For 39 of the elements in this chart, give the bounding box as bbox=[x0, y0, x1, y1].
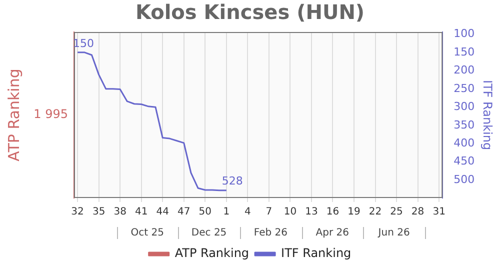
legend-label: ITF Ranking bbox=[281, 246, 352, 260]
y2-tick-label: 300 bbox=[454, 100, 475, 114]
y2-tick-label: 200 bbox=[454, 64, 475, 77]
y-axis-title: ATP Ranking bbox=[4, 68, 23, 162]
x-tick-label: 7 bbox=[266, 206, 272, 218]
x-tick-label: 4 bbox=[244, 206, 251, 218]
y2-tick-label: 100 bbox=[454, 27, 475, 40]
legend-label: ATP Ranking bbox=[174, 246, 250, 260]
y2-tick-label: 400 bbox=[454, 136, 475, 150]
y2-axis-title: ITF Ranking bbox=[480, 80, 495, 150]
y2-tick-label: 450 bbox=[454, 154, 475, 168]
x-tick-label: 32 bbox=[71, 206, 84, 218]
text: Feb 26 bbox=[254, 228, 288, 239]
x-tick-label: 16 bbox=[326, 206, 340, 218]
text: Apr 26 bbox=[316, 228, 349, 239]
y2-tick-label: 150 bbox=[454, 45, 475, 58]
text: Oct 25 bbox=[130, 228, 164, 239]
x-tick-label: 25 bbox=[390, 206, 403, 218]
y2-tick-label: 500 bbox=[454, 172, 475, 186]
x-tick-label: 35 bbox=[92, 206, 106, 218]
x-tick-label: 13 bbox=[305, 206, 318, 218]
x-tick-label: 1 bbox=[223, 206, 230, 218]
y2-tick-label: 350 bbox=[454, 118, 475, 132]
x-tick-label: 38 bbox=[114, 206, 126, 218]
x-tick-label: 19 bbox=[348, 206, 360, 218]
x-tick-label: 28 bbox=[411, 206, 424, 218]
x-tick-label: 44 bbox=[156, 206, 169, 218]
text: 1 995 bbox=[34, 107, 68, 122]
x-tick-label: 41 bbox=[134, 206, 148, 218]
x-tick-label: 10 bbox=[284, 206, 297, 218]
x-tick-label: 22 bbox=[368, 206, 382, 218]
text: Dec 25 bbox=[191, 228, 227, 239]
x-tick-label: 50 bbox=[198, 206, 212, 218]
x-tick-label: 31 bbox=[432, 206, 446, 218]
y2-tick-label: 250 bbox=[454, 82, 475, 95]
data-label: 528 bbox=[222, 174, 243, 188]
chart-title: Kolos Kincses (HUN) bbox=[135, 0, 365, 24]
x-tick-label: 47 bbox=[178, 206, 190, 218]
text: Jun 26 bbox=[377, 228, 410, 239]
